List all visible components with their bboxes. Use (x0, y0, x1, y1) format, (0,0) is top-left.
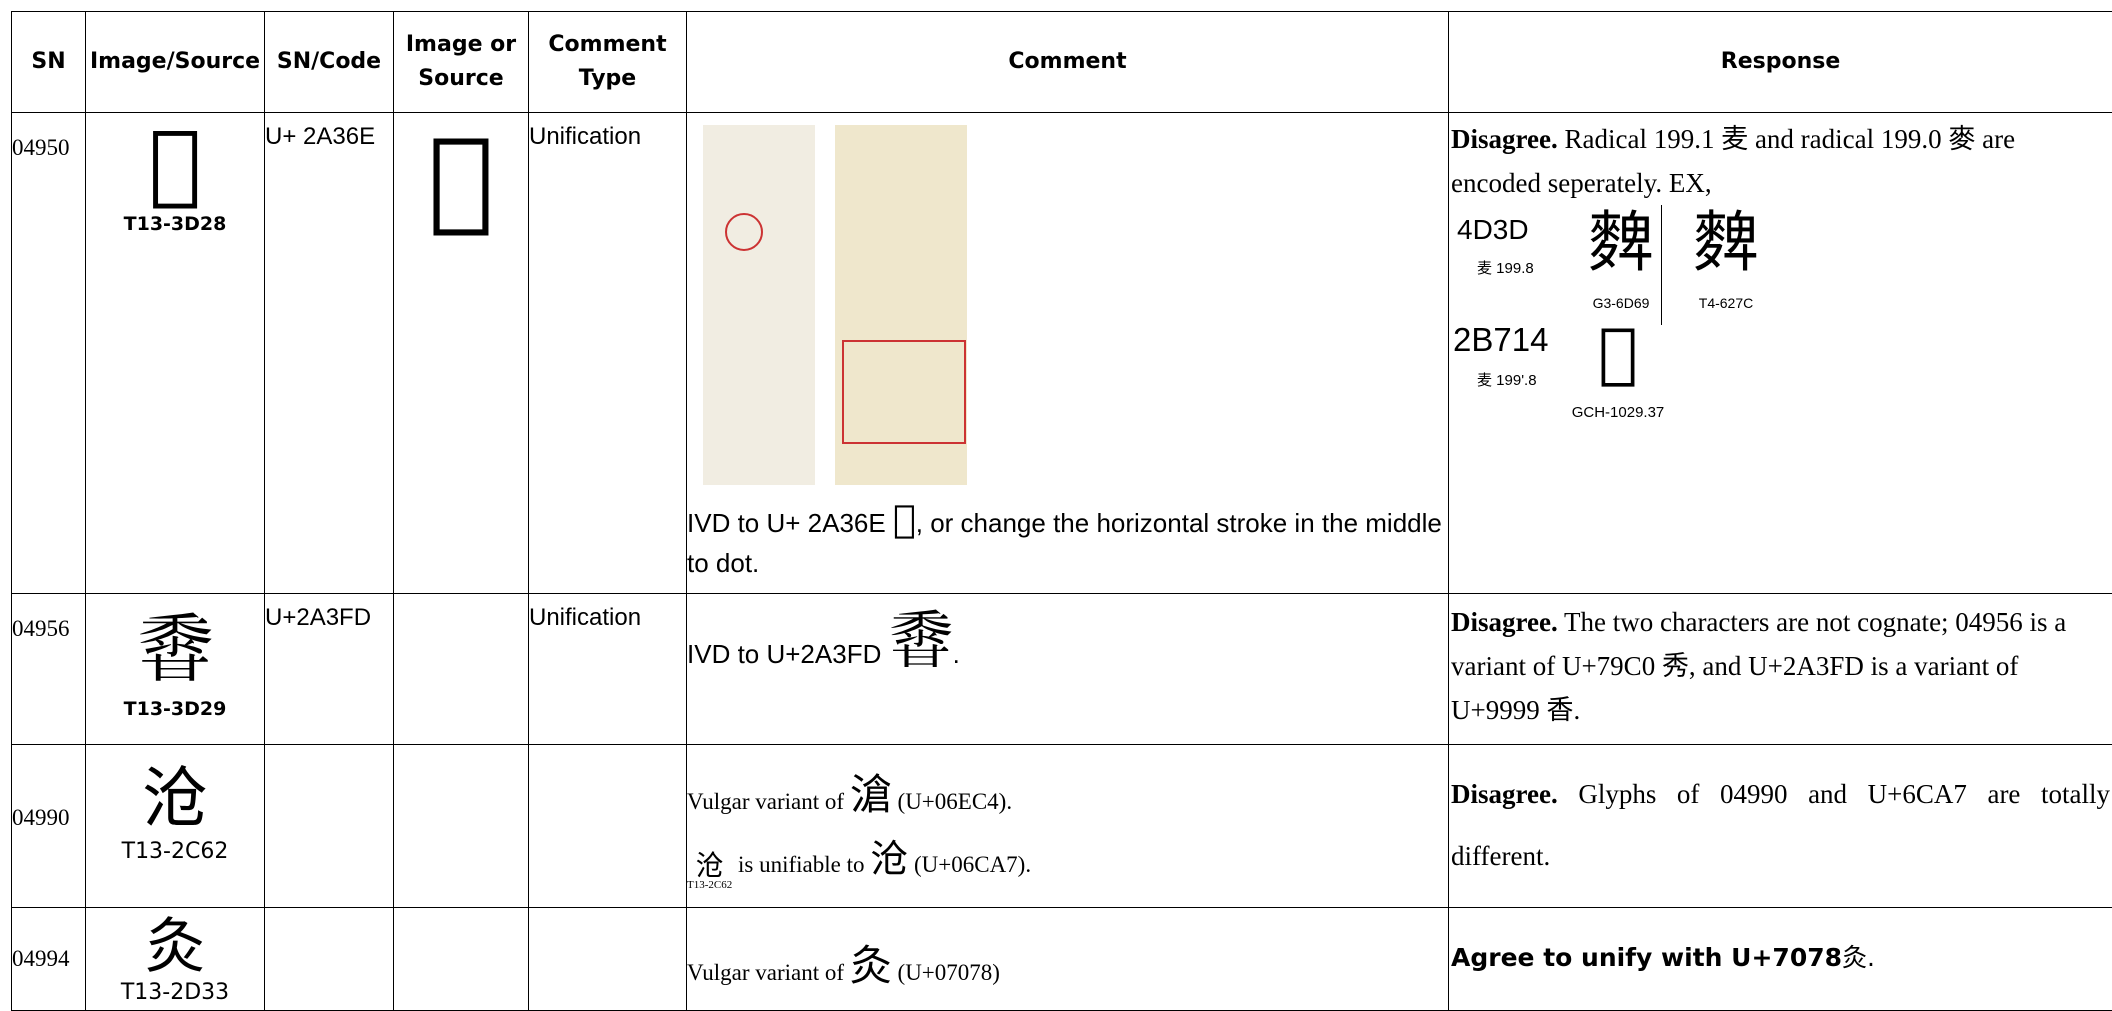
text: IVD to U+2A3FD (687, 639, 889, 669)
image (394, 908, 529, 1011)
code: U+ 2A36E (265, 113, 394, 594)
text: (U+07078) (892, 960, 1000, 985)
lead: Disagree. (1451, 779, 1558, 809)
glyph: 沧 (687, 858, 732, 876)
source: T13-3D29 (86, 698, 264, 720)
comment-type (529, 908, 687, 1011)
glyph: 𫜔 (1563, 315, 1673, 391)
code (265, 908, 394, 1011)
source: T4-627C (1686, 281, 1766, 325)
header-row: SN Image/Source SN/Code Image or Source … (12, 12, 2112, 113)
glyph: 灸 (850, 944, 892, 990)
table: SN Image/Source SN/Code Image or Source … (11, 11, 2112, 1011)
comment: IVD to U+ 2A36E 𪍮, or change the horizon… (687, 113, 1449, 594)
header: Image/Source (86, 12, 265, 113)
glyph: 灸 (86, 914, 264, 980)
code: 4D3D (1457, 215, 1529, 245)
text: is unifiable to (732, 852, 870, 877)
source: T13-3D28 (86, 213, 264, 235)
text: IVD to U+ 2A36E (687, 508, 893, 538)
glyph: 沧 (86, 759, 264, 839)
source: GCH-1029.37 (1563, 391, 1673, 435)
code: U+2A3FD (265, 594, 394, 745)
source: T13-2C62 (687, 876, 732, 894)
header: Comment (687, 12, 1449, 113)
glyph: 䴽 (1686, 205, 1766, 281)
sn: 04950 (12, 113, 86, 594)
text: Vulgar variant of (687, 960, 850, 985)
glyph: 䴽 (1581, 205, 1661, 281)
glyph: 𪏽 (889, 605, 953, 679)
scan-image (703, 125, 815, 485)
comment-text: IVD to U+ 2A36E 𪍮, or change the horizon… (687, 499, 1447, 583)
comment-line: Vulgar variant of 滄 (U+06EC4). (687, 767, 1448, 831)
response: Disagree. Radical 199.1 麦 and radical 19… (1449, 113, 2112, 594)
highlight (725, 213, 763, 251)
lead: Disagree. (1451, 124, 1558, 154)
sn: 04956 (12, 594, 86, 745)
comment-type (529, 745, 687, 908)
lead: Disagree. (1451, 607, 1558, 637)
glyph: 𪍮 (86, 113, 264, 213)
image: 𪍮 (394, 113, 529, 594)
image (394, 594, 529, 745)
header: SN (12, 12, 86, 113)
glyph: 沧 (870, 839, 908, 881)
header: Comment Type (529, 12, 687, 113)
comment-type: Unification (529, 594, 687, 745)
response: Agree to unify with U+7078灸. (1449, 908, 2112, 1011)
code (265, 745, 394, 908)
header: Image or Source (394, 12, 529, 113)
comment-type: Unification (529, 113, 687, 594)
source: T13-2C62 (86, 839, 264, 864)
radical: 麦 199.8 (1477, 247, 1534, 291)
radical: 麦 199'.8 (1477, 359, 1537, 403)
glyph: 𪏽 (86, 594, 264, 698)
comment: IVD to U+2A3FD 𪏽. (687, 594, 1449, 745)
comment: Vulgar variant of 灸 (U+07078) (687, 908, 1449, 1011)
source: T13-2D33 (86, 980, 264, 1005)
glyph: 灸 (1842, 943, 1867, 972)
response: Disagree. Glyphs of 04990 and U+6CA7 are… (1449, 745, 2112, 908)
sn: 04990 (12, 745, 86, 908)
highlight (842, 340, 966, 444)
image (394, 745, 529, 908)
text: Vulgar variant of (687, 789, 850, 814)
header: SN/Code (265, 12, 394, 113)
glyph: 滄 (850, 773, 892, 819)
text: (U+06EC4). (892, 789, 1012, 814)
sn: 04994 (12, 908, 86, 1011)
glyph: 𪍮 (893, 497, 916, 541)
code: 2B714 (1453, 323, 1548, 357)
text: (U+06CA7). (908, 852, 1031, 877)
lead: Agree to unify with U+7078 (1451, 943, 1842, 972)
text: . (953, 639, 960, 669)
glyph: 𪍮 (394, 113, 528, 243)
response: Disagree. The two characters are not cog… (1449, 594, 2112, 745)
text: . (1867, 943, 1875, 972)
header: Response (1449, 12, 2112, 113)
